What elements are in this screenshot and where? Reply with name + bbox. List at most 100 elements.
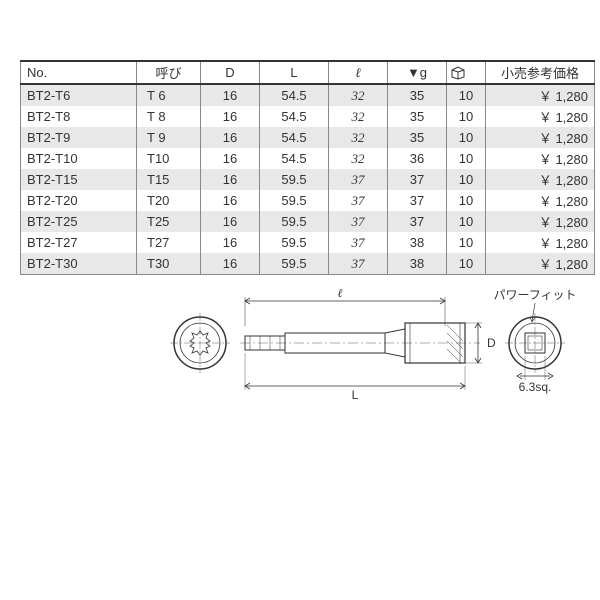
header-d: D — [201, 61, 260, 84]
cell-g: 37 — [388, 211, 447, 232]
cell-l: 54.5 — [260, 84, 329, 106]
cell-price: ￥ 1,280 — [486, 232, 595, 253]
cell-no: BT2-T20 — [21, 190, 137, 211]
cell-yobi: T27 — [137, 232, 201, 253]
cell-l: 54.5 — [260, 106, 329, 127]
cell-d: 16 — [201, 84, 260, 106]
cell-yobi: T30 — [137, 253, 201, 275]
header-price: 小売参考価格 — [486, 61, 595, 84]
table-row: BT2-T20T201659.5373710￥ 1,280 — [21, 190, 595, 211]
cell-ell: 37 — [329, 190, 388, 211]
cell-d: 16 — [201, 127, 260, 148]
cell-no: BT2-T8 — [21, 106, 137, 127]
cell-ell: 37 — [329, 232, 388, 253]
cell-g: 36 — [388, 148, 447, 169]
cell-ell: 32 — [329, 148, 388, 169]
header-no: No. — [21, 61, 137, 84]
cell-ell: 32 — [329, 106, 388, 127]
cell-ell: 32 — [329, 84, 388, 106]
cell-price: ￥ 1,280 — [486, 190, 595, 211]
spec-table: No. 呼び D L ℓ ▼g 小売参考価格 BT2-T6T 61654.532… — [20, 60, 595, 275]
cell-d: 16 — [201, 190, 260, 211]
table-row: BT2-T15T151659.5373710￥ 1,280 — [21, 169, 595, 190]
cell-g: 35 — [388, 84, 447, 106]
table-row: BT2-T25T251659.5373710￥ 1,280 — [21, 211, 595, 232]
cell-l: 59.5 — [260, 232, 329, 253]
table-row: BT2-T8T 81654.5323510￥ 1,280 — [21, 106, 595, 127]
cell-d: 16 — [201, 232, 260, 253]
header-ell: ℓ — [329, 61, 388, 84]
header-g: ▼g — [388, 61, 447, 84]
cell-ell: 32 — [329, 127, 388, 148]
cell-box: 10 — [447, 190, 486, 211]
table-row: BT2-T6T 61654.5323510￥ 1,280 — [21, 84, 595, 106]
cell-g: 35 — [388, 127, 447, 148]
cell-g: 38 — [388, 253, 447, 275]
cell-no: BT2-T27 — [21, 232, 137, 253]
cell-no: BT2-T15 — [21, 169, 137, 190]
header-row: No. 呼び D L ℓ ▼g 小売参考価格 — [21, 61, 595, 84]
cell-price: ￥ 1,280 — [486, 253, 595, 275]
cell-l: 59.5 — [260, 211, 329, 232]
cell-l: 59.5 — [260, 169, 329, 190]
cell-l: 59.5 — [260, 253, 329, 275]
cell-no: BT2-T25 — [21, 211, 137, 232]
cell-box: 10 — [447, 253, 486, 275]
header-l: L — [260, 61, 329, 84]
cell-l: 54.5 — [260, 127, 329, 148]
technical-diagram: ℓ パワーフィット D L — [160, 281, 580, 421]
cell-box: 10 — [447, 127, 486, 148]
cell-price: ￥ 1,280 — [486, 169, 595, 190]
cell-d: 16 — [201, 253, 260, 275]
cell-g: 37 — [388, 190, 447, 211]
cell-price: ￥ 1,280 — [486, 106, 595, 127]
diagram-label-L: L — [352, 388, 359, 402]
cell-box: 10 — [447, 211, 486, 232]
cell-ell: 37 — [329, 211, 388, 232]
cell-yobi: T25 — [137, 211, 201, 232]
cell-l: 54.5 — [260, 148, 329, 169]
cell-ell: 37 — [329, 253, 388, 275]
cell-yobi: T 6 — [137, 84, 201, 106]
cell-price: ￥ 1,280 — [486, 211, 595, 232]
cell-box: 10 — [447, 169, 486, 190]
cell-d: 16 — [201, 106, 260, 127]
cell-g: 37 — [388, 169, 447, 190]
diagram-label-powerfit: パワーフィット — [493, 288, 576, 302]
table-row: BT2-T9T 91654.5323510￥ 1,280 — [21, 127, 595, 148]
cell-g: 35 — [388, 106, 447, 127]
table-row: BT2-T30T301659.5373810￥ 1,280 — [21, 253, 595, 275]
table-body: BT2-T6T 61654.5323510￥ 1,280BT2-T8T 8165… — [21, 84, 595, 275]
cell-price: ￥ 1,280 — [486, 127, 595, 148]
diagram-label-ell: ℓ — [338, 286, 343, 300]
diagram-label-d: D — [487, 336, 496, 350]
cell-box: 10 — [447, 84, 486, 106]
cell-no: BT2-T10 — [21, 148, 137, 169]
cell-no: BT2-T30 — [21, 253, 137, 275]
box-icon — [451, 66, 465, 80]
cell-box: 10 — [447, 232, 486, 253]
cell-d: 16 — [201, 169, 260, 190]
content-container: No. 呼び D L ℓ ▼g 小売参考価格 BT2-T6T 61654.532… — [0, 0, 600, 421]
cell-no: BT2-T9 — [21, 127, 137, 148]
cell-yobi: T10 — [137, 148, 201, 169]
table-row: BT2-T10T101654.5323610￥ 1,280 — [21, 148, 595, 169]
table-row: BT2-T27T271659.5373810￥ 1,280 — [21, 232, 595, 253]
cell-no: BT2-T6 — [21, 84, 137, 106]
cell-yobi: T 8 — [137, 106, 201, 127]
cell-l: 59.5 — [260, 190, 329, 211]
header-box — [447, 61, 486, 84]
cell-ell: 37 — [329, 169, 388, 190]
cell-price: ￥ 1,280 — [486, 148, 595, 169]
cell-yobi: T20 — [137, 190, 201, 211]
cell-box: 10 — [447, 148, 486, 169]
cell-price: ￥ 1,280 — [486, 84, 595, 106]
cell-yobi: T15 — [137, 169, 201, 190]
cell-d: 16 — [201, 211, 260, 232]
cell-yobi: T 9 — [137, 127, 201, 148]
header-yobi: 呼び — [137, 61, 201, 84]
cell-d: 16 — [201, 148, 260, 169]
cell-g: 38 — [388, 232, 447, 253]
diagram-label-sq: 6.3sq. — [519, 380, 552, 394]
cell-box: 10 — [447, 106, 486, 127]
